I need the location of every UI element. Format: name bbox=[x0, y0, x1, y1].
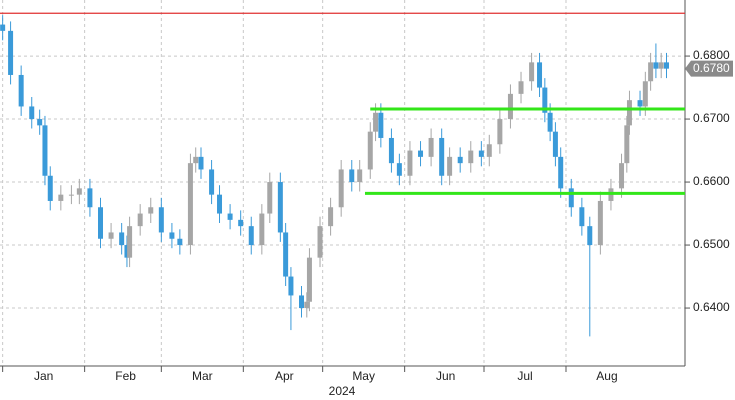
candle-body bbox=[227, 213, 233, 220]
candle-body bbox=[468, 150, 474, 164]
candle-body bbox=[568, 188, 574, 208]
candle-body bbox=[547, 112, 553, 132]
candle-body bbox=[537, 62, 543, 88]
candle-body bbox=[626, 100, 632, 126]
candle-body bbox=[478, 150, 484, 157]
x-tick-label: Jan bbox=[34, 369, 53, 383]
candle-body bbox=[58, 194, 64, 201]
candle-body bbox=[108, 232, 114, 239]
candle-body bbox=[119, 232, 125, 246]
y-tick-label: 0.6500 bbox=[693, 237, 730, 251]
candle-body bbox=[486, 144, 492, 157]
candle-body bbox=[29, 106, 35, 120]
candle-body bbox=[98, 207, 104, 239]
candle-body bbox=[304, 301, 310, 309]
candle-body bbox=[542, 87, 548, 113]
candle-body bbox=[396, 163, 402, 176]
candle-body bbox=[497, 119, 503, 145]
candle-body bbox=[283, 232, 289, 277]
candle-body bbox=[18, 74, 24, 107]
candle-body bbox=[637, 100, 643, 107]
candle-body bbox=[447, 156, 453, 176]
candle-body bbox=[37, 119, 43, 126]
candle-body bbox=[624, 125, 630, 164]
candle-body bbox=[663, 62, 669, 69]
candle-body bbox=[619, 163, 625, 189]
candle-body bbox=[378, 112, 384, 138]
x-tick-label: Mar bbox=[192, 369, 213, 383]
x-axis-label: 2024 bbox=[329, 384, 356, 398]
candle-body bbox=[579, 207, 585, 227]
candle-body bbox=[373, 112, 379, 132]
candle-body bbox=[597, 200, 603, 246]
candle-body bbox=[42, 125, 48, 176]
last-price-marker bbox=[685, 60, 733, 77]
candle-body bbox=[193, 156, 199, 164]
candle-body bbox=[47, 175, 53, 201]
candle-body bbox=[267, 182, 273, 214]
candle-body bbox=[288, 276, 294, 296]
candle-body bbox=[187, 163, 193, 246]
candle-body bbox=[248, 226, 254, 246]
candle-body bbox=[68, 194, 74, 196]
candle-body bbox=[169, 232, 175, 239]
candle-body bbox=[349, 169, 355, 183]
candle-body bbox=[198, 156, 204, 170]
candle-body bbox=[177, 238, 183, 246]
x-tick-label: Apr bbox=[275, 369, 294, 383]
candle-body bbox=[317, 226, 323, 258]
candle-body bbox=[552, 131, 558, 157]
candle-body bbox=[277, 182, 283, 233]
x-tick-label: Jun bbox=[436, 369, 455, 383]
candle-body bbox=[457, 156, 463, 164]
x-tick-label: Jul bbox=[517, 369, 532, 383]
candle-body bbox=[357, 169, 363, 183]
candle-body bbox=[328, 207, 334, 227]
candle-body bbox=[558, 156, 564, 189]
x-tick-label: Feb bbox=[115, 369, 136, 383]
candle-body bbox=[238, 219, 244, 227]
y-tick-label: 0.6800 bbox=[693, 48, 730, 62]
candle-body bbox=[439, 137, 445, 176]
candle-body bbox=[587, 226, 593, 246]
candle-body bbox=[8, 30, 14, 75]
y-tick-label: 0.6700 bbox=[693, 111, 730, 125]
candle-body bbox=[338, 169, 344, 208]
candle-body bbox=[158, 207, 164, 233]
x-tick-label: Aug bbox=[596, 369, 617, 383]
candle-body bbox=[367, 131, 373, 170]
candle-body bbox=[299, 295, 305, 309]
candle-body bbox=[507, 93, 513, 120]
candle-body bbox=[648, 62, 654, 82]
candle-body bbox=[388, 137, 394, 164]
candle-body bbox=[0, 24, 6, 31]
candle-body bbox=[658, 62, 664, 69]
candle-body bbox=[87, 188, 93, 208]
y-tick-label: 0.6600 bbox=[693, 174, 730, 188]
candle-body bbox=[76, 188, 82, 195]
candle-body bbox=[529, 62, 535, 82]
candle-body bbox=[127, 226, 133, 258]
candle-body bbox=[306, 257, 312, 302]
candle-body bbox=[518, 81, 524, 94]
x-tick-label: May bbox=[352, 369, 375, 383]
y-tick-label: 0.6400 bbox=[693, 300, 730, 314]
candle-body bbox=[259, 213, 265, 246]
candle-body bbox=[642, 81, 648, 107]
candle-body bbox=[124, 245, 130, 258]
candle-body bbox=[418, 150, 424, 157]
candle-body bbox=[653, 62, 659, 69]
candle-body bbox=[148, 207, 154, 214]
candle-body bbox=[407, 150, 413, 176]
candle-body bbox=[217, 194, 223, 214]
last-price-label: 0.6780 bbox=[693, 61, 730, 75]
candle-body bbox=[137, 213, 143, 227]
candle-body bbox=[428, 137, 434, 157]
candle-body bbox=[209, 169, 215, 195]
